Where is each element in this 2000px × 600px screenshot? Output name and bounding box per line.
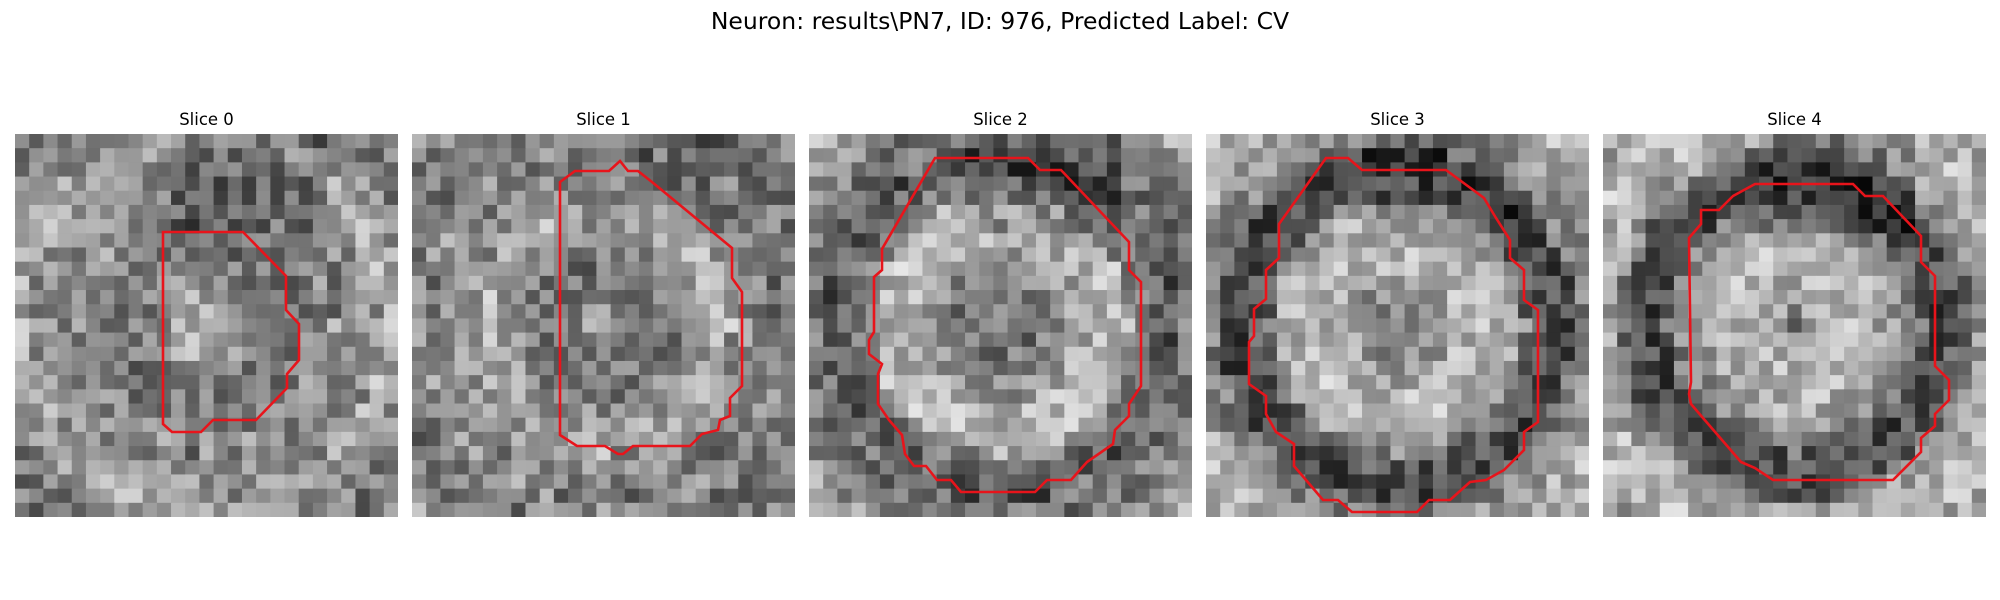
slice-image-0 bbox=[15, 134, 398, 517]
slice-title-4: Slice 4 bbox=[1767, 110, 1822, 129]
segmentation-contour bbox=[867, 156, 1143, 494]
slice-title-3: Slice 3 bbox=[1370, 110, 1425, 129]
slice-title-2: Slice 2 bbox=[973, 110, 1028, 129]
figure-title: Neuron: results\PN7, ID: 976, Predicted … bbox=[710, 7, 1290, 35]
segmentation-contour bbox=[1247, 156, 1540, 514]
slice-image-4 bbox=[1603, 134, 1986, 517]
microscopy-texture bbox=[15, 134, 398, 517]
slice-image-3 bbox=[1206, 134, 1589, 517]
slice-title-0: Slice 0 bbox=[179, 110, 234, 129]
segmentation-contour bbox=[558, 159, 744, 456]
microscopy-texture bbox=[809, 134, 1192, 517]
slice-image-1 bbox=[412, 134, 795, 517]
microscopy-texture bbox=[1603, 134, 1986, 517]
slice-title-1: Slice 1 bbox=[576, 110, 631, 129]
microscopy-texture bbox=[412, 134, 795, 517]
segmentation-contour bbox=[1687, 182, 1951, 482]
slice-image-2 bbox=[809, 134, 1192, 517]
segmentation-contour bbox=[161, 230, 301, 434]
microscopy-texture bbox=[1206, 134, 1589, 517]
